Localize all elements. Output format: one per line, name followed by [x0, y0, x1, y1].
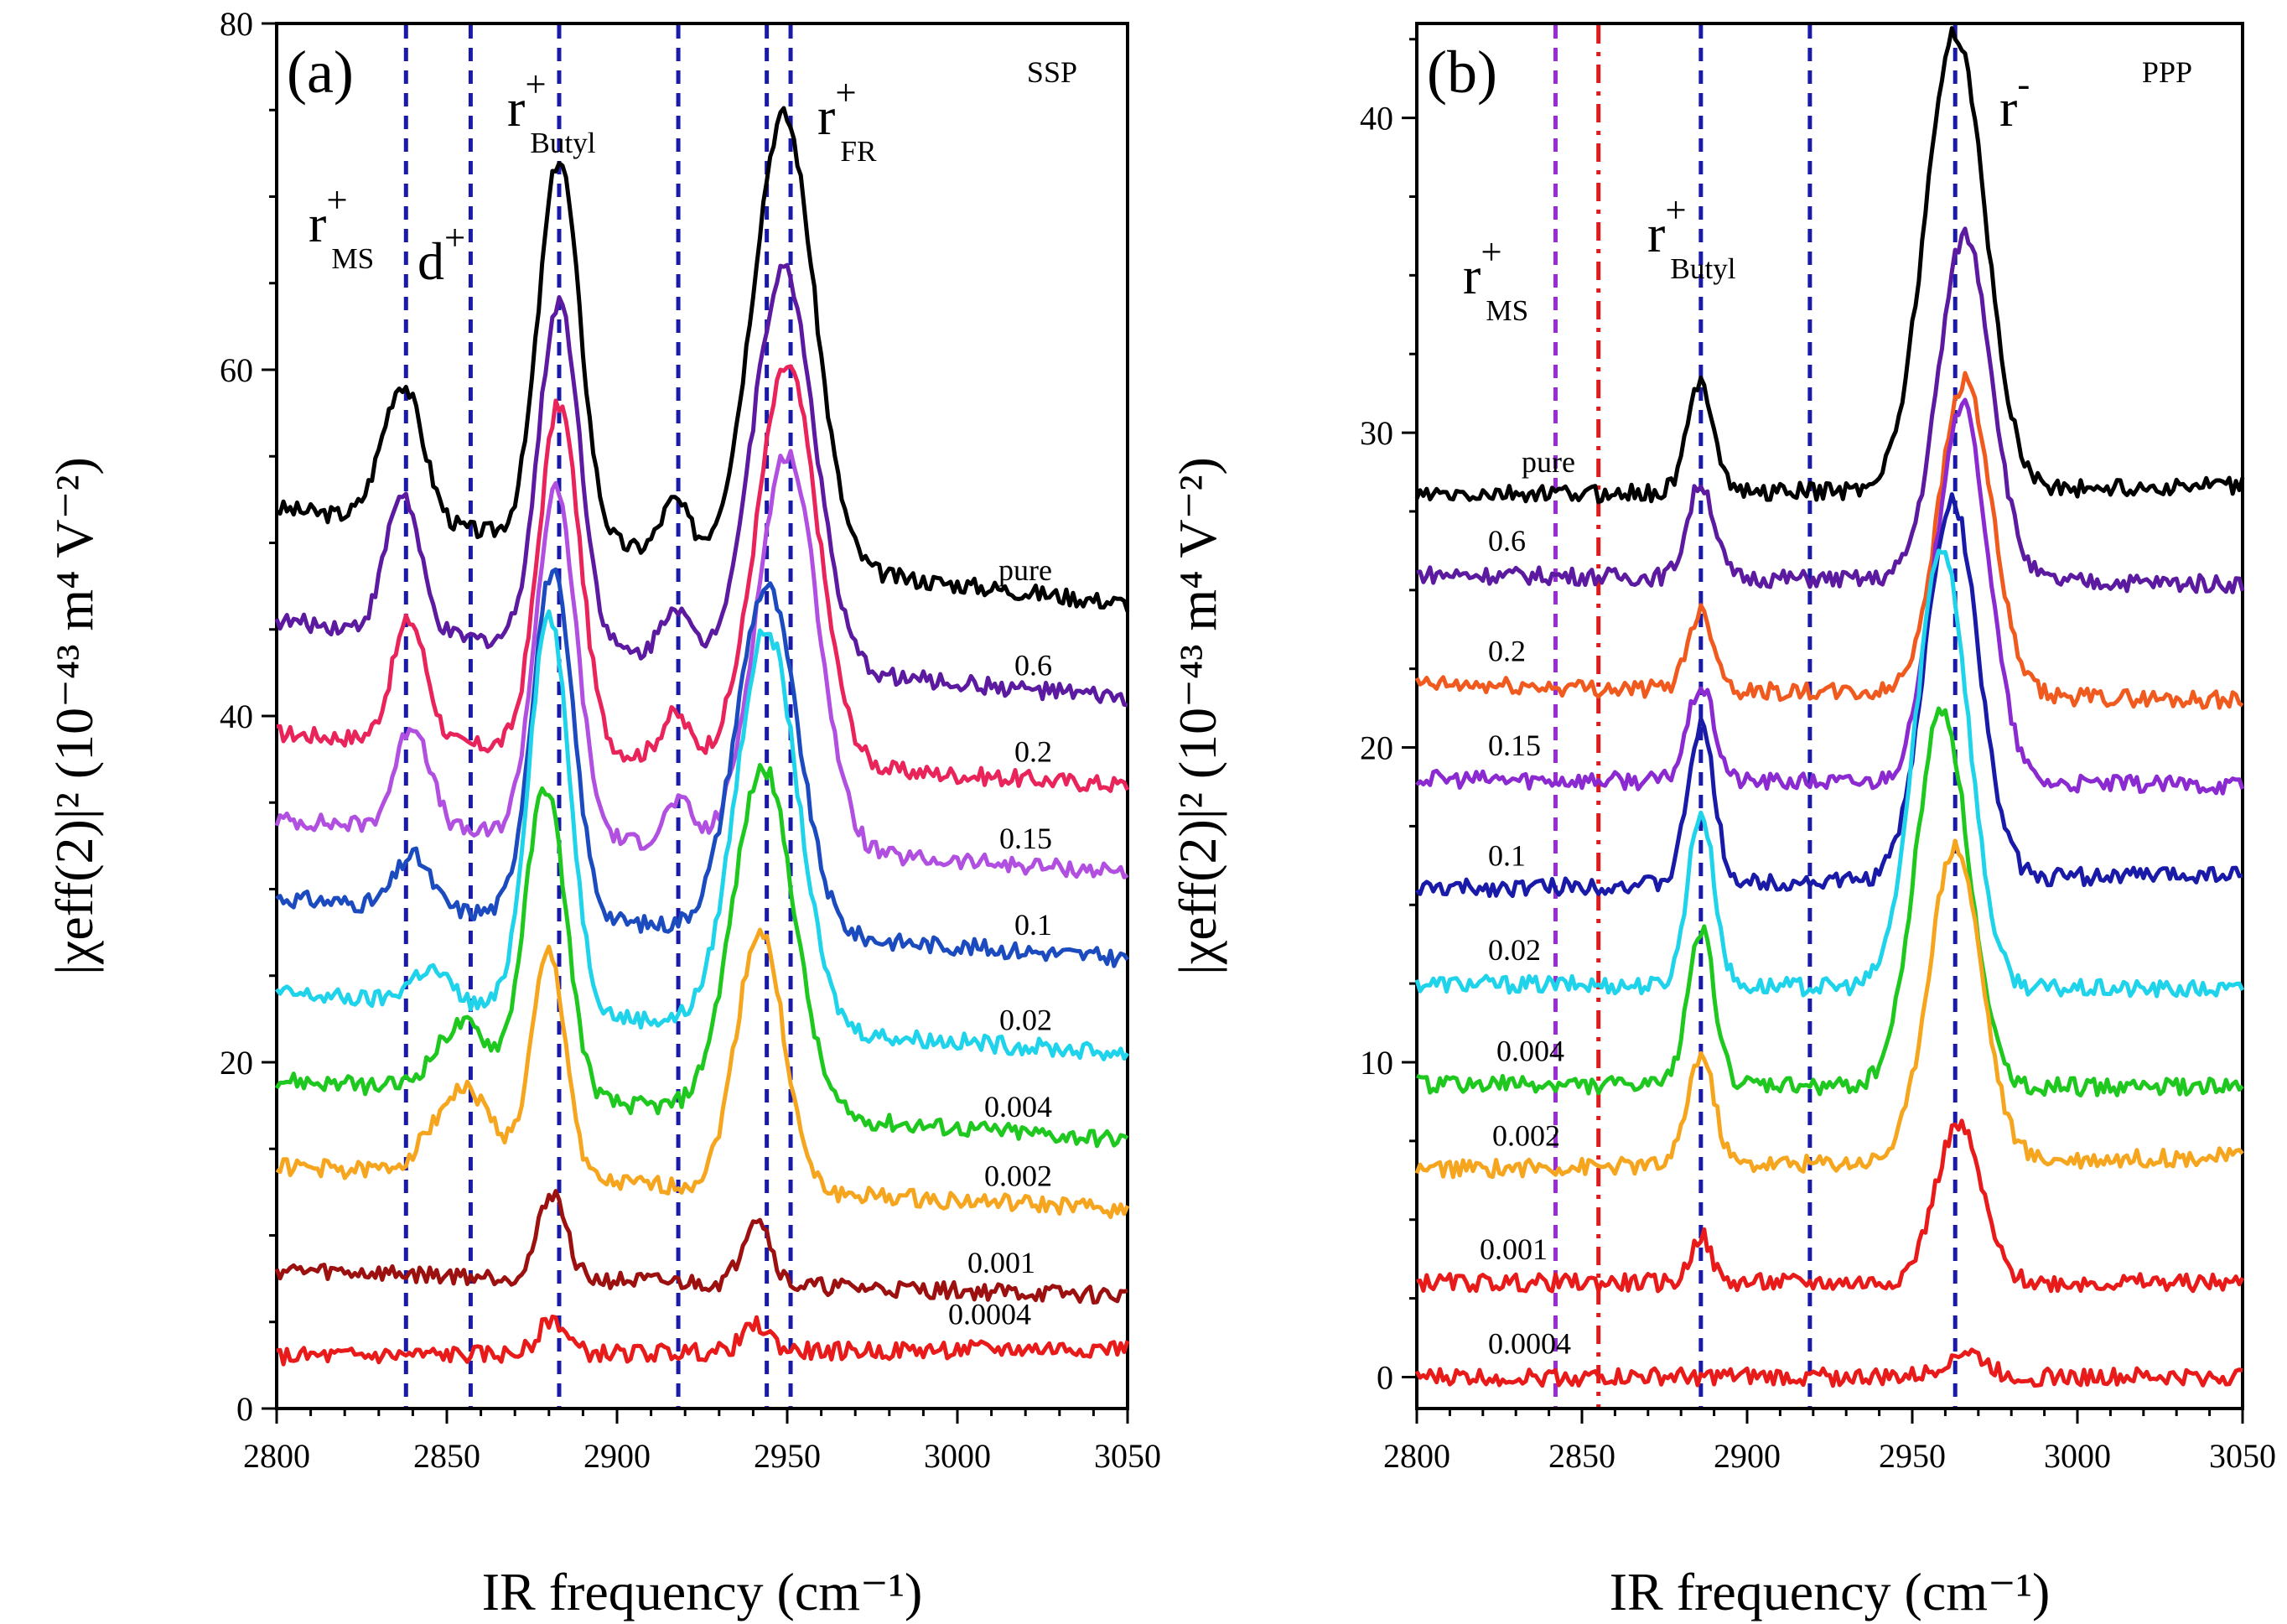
series-label: 0.004 — [984, 1090, 1052, 1123]
series-line — [274, 1189, 1128, 1305]
series-label: 0.001 — [967, 1246, 1035, 1279]
series-label: 0.0004 — [948, 1298, 1031, 1331]
panel-a-chart: 2800 2850 2900 2950 3000 3050 0 20 40 60 80 IR freq… — [44, 5, 1161, 1621]
series-line — [274, 449, 1129, 879]
x-tick-label: 2900 — [1714, 1437, 1781, 1475]
annotation-r-ms: r+ MS — [309, 179, 374, 275]
series-label: 0.6 — [1488, 524, 1526, 558]
x-axis-label: IR frequency (cm⁻¹) — [482, 1562, 923, 1621]
series-line — [276, 364, 1130, 793]
series-label: 0.002 — [1492, 1119, 1560, 1153]
x-tick-label: 2850 — [413, 1437, 480, 1475]
series-line — [275, 106, 1130, 613]
x-tick-label: 2900 — [583, 1437, 651, 1475]
polarization-label: PPP — [2142, 55, 2192, 89]
series-line — [1415, 492, 2243, 899]
series-line — [1415, 397, 2245, 796]
x-axis-label: IR frequency (cm⁻¹) — [1610, 1562, 2051, 1621]
x-tick-label: 2800 — [1383, 1437, 1450, 1475]
series-label: pure — [1522, 445, 1575, 479]
series-label: 0.1 — [1488, 839, 1526, 873]
series-line — [274, 763, 1129, 1149]
panel-b-chart: 2800 2850 2900 2950 3000 3050 0 10 20 30 40 IR freq… — [1168, 22, 2276, 1621]
series-label: 0.02 — [999, 1004, 1052, 1037]
series-label: 0.02 — [1488, 933, 1541, 967]
y-tick-label: 20 — [1360, 729, 1393, 767]
series-line — [274, 262, 1128, 708]
series-line — [1414, 371, 2244, 710]
annotation-r-fr: r+ FR — [817, 71, 877, 168]
y-tick-label: 20 — [220, 1044, 253, 1082]
series-label: 0.002 — [984, 1160, 1052, 1193]
series-line — [1414, 26, 2245, 505]
x-tick-label: 2950 — [754, 1437, 821, 1475]
y-tick-label: 0 — [236, 1390, 253, 1428]
panel-letter: (b) — [1427, 39, 1497, 106]
series-label: 0.004 — [1496, 1034, 1564, 1067]
y-tick-label: 10 — [1360, 1044, 1393, 1082]
panel-letter: (a) — [287, 39, 354, 106]
series-line — [1416, 1118, 2245, 1294]
series-label: 0.0004 — [1488, 1326, 1571, 1360]
series-label: 0.001 — [1480, 1232, 1548, 1266]
series-line — [1414, 838, 2244, 1180]
y-tick-label: 30 — [1360, 414, 1393, 452]
x-tick-label: 3050 — [1094, 1437, 1161, 1475]
series-line — [275, 567, 1130, 968]
y-tick-label: 0 — [1377, 1358, 1393, 1396]
plot-frame — [1415, 22, 2244, 1410]
y-tick-label: 60 — [220, 351, 253, 389]
y-axis-label: |χeff(2)|² (10⁻⁴³ m⁴ V⁻²) — [1168, 457, 1227, 975]
x-tick-label: 3000 — [2044, 1437, 2111, 1475]
series-label: pure — [998, 553, 1052, 587]
series-line — [276, 1314, 1130, 1367]
series-line — [1414, 548, 2245, 999]
series-label: 0.1 — [1014, 908, 1052, 942]
series-line — [275, 927, 1130, 1219]
x-tick-label: 2950 — [1879, 1437, 1946, 1475]
series-label: 0.6 — [1014, 648, 1052, 682]
y-tick-label: 80 — [220, 5, 253, 43]
series-line — [1416, 226, 2245, 594]
y-tick-label: 40 — [1360, 100, 1393, 137]
series-line — [1416, 706, 2244, 1097]
series-line — [274, 609, 1130, 1061]
annotation-r-ms: r+ MS — [1463, 231, 1528, 327]
annotation-r-butyl: r+ Butyl — [507, 63, 596, 159]
y-axis-label: |χeff(2)|² (10⁻⁴³ m⁴ V⁻²) — [44, 457, 104, 975]
x-tick-label: 3050 — [2209, 1437, 2276, 1475]
x-tick-label: 3000 — [924, 1437, 991, 1475]
annotation-d-plus: d+ — [417, 216, 465, 291]
annotation-r-minus: r- — [1999, 63, 2030, 137]
series-label: 0.15 — [1488, 729, 1541, 762]
series-label: 0.2 — [1014, 735, 1052, 769]
series-label: 0.2 — [1488, 634, 1526, 667]
x-tick-label: 2850 — [1548, 1437, 1615, 1475]
annotation-r-butyl: r+ Butyl — [1647, 189, 1736, 285]
polarization-label: SSP — [1027, 55, 1077, 89]
y-tick-label: 40 — [220, 698, 253, 735]
x-tick-label: 2800 — [243, 1437, 310, 1475]
series-label: 0.15 — [999, 822, 1052, 855]
series-line — [1414, 1347, 2243, 1388]
